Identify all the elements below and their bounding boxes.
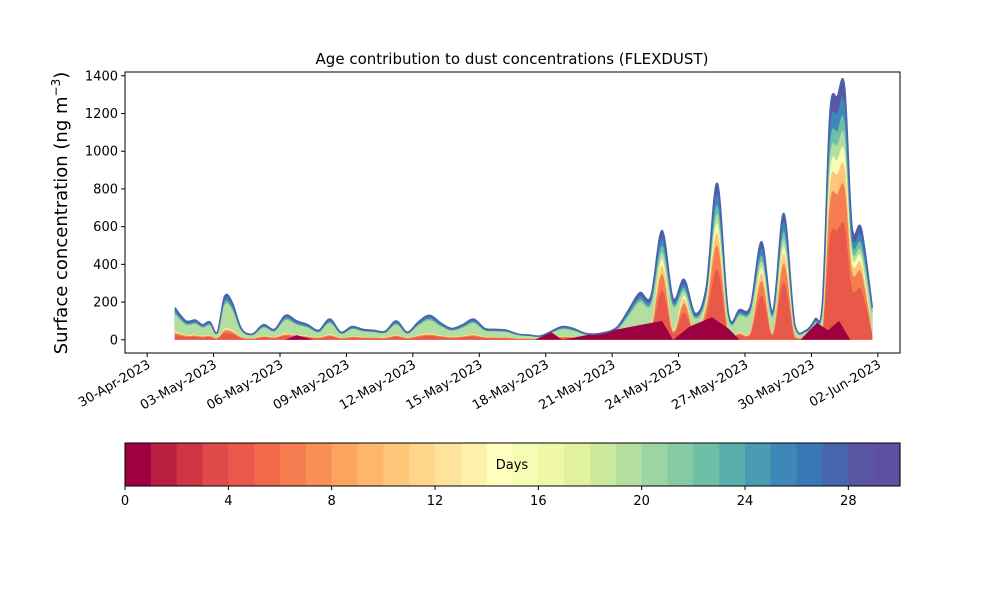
- colorbar-segment: [796, 443, 824, 486]
- colorbar-tick-label: 4: [224, 494, 232, 509]
- colorbar-segment: [150, 443, 178, 486]
- y-tick-label: 200: [93, 296, 118, 311]
- colorbar-label: Days: [496, 458, 529, 473]
- colorbar-tick-label: 0: [121, 494, 129, 509]
- colorbar-tick-label: 20: [633, 494, 650, 509]
- y-axis: 0 200 400 600 800 1000 1200 1400: [85, 69, 125, 348]
- colorbar-segment: [770, 443, 798, 486]
- colorbar-segment: [564, 443, 591, 486]
- total-series-line: [174, 77, 874, 337]
- colorbar-tick-label: 12: [427, 494, 444, 509]
- y-axis-label-text: Surface concentration (ng m: [51, 96, 72, 354]
- colorbar-segment: [176, 443, 204, 486]
- colorbar-segment: [331, 443, 359, 486]
- colorbar-segment: [435, 443, 462, 486]
- colorbar-tick-label: 8: [328, 494, 336, 509]
- colorbar-segment: [822, 443, 849, 486]
- colorbar-tick-label: 24: [737, 494, 754, 509]
- colorbar-tick-label: 28: [840, 494, 857, 509]
- colorbar-segment: [409, 443, 436, 486]
- plot-frame: [124, 71, 901, 354]
- colorbar-segment: [125, 443, 152, 486]
- x-tick-label: 02-Jun-2023: [807, 357, 884, 410]
- plot-area: [174, 77, 874, 340]
- colorbar-segment: [228, 443, 255, 486]
- colorbar-segment: [667, 443, 694, 486]
- colorbar-segment: [641, 443, 669, 486]
- y-tick-label: 800: [93, 182, 118, 197]
- colorbar-segment: [693, 443, 720, 486]
- colorbar-segment: [590, 443, 617, 486]
- y-tick-label: 600: [93, 220, 118, 235]
- colorbar-segment: [383, 443, 410, 486]
- colorbar-segment: [874, 443, 901, 486]
- y-axis-label-exponent: −3: [49, 79, 63, 97]
- age-band-area: [174, 183, 873, 340]
- colorbar-segment: [615, 443, 643, 486]
- y-tick-label: 1200: [85, 107, 118, 122]
- colorbar-segment: [512, 443, 539, 486]
- colorbar: 0 4 8 12 16 20 24 28: [121, 442, 901, 509]
- y-tick-label: 1400: [85, 69, 118, 84]
- colorbar-tick-label: 16: [530, 494, 547, 509]
- colorbar-segment: [486, 443, 514, 486]
- colorbar-frame: [124, 442, 901, 487]
- colorbar-segment: [280, 443, 307, 486]
- y-tick-label: 0: [110, 333, 118, 348]
- y-tick-label: 400: [93, 258, 118, 273]
- y-axis-label: Surface concentration (ng m−3): [49, 72, 72, 355]
- colorbar-segment: [460, 443, 488, 486]
- x-axis: 30-Apr-202303-May-202306-May-202309-May-…: [76, 353, 884, 413]
- age-band-fresh: [285, 317, 867, 340]
- colorbar-segment: [305, 443, 333, 486]
- colorbar-segment: [745, 443, 772, 486]
- colorbar-segment: [357, 443, 384, 486]
- colorbar-segment: [719, 443, 746, 486]
- colorbar-segment: [202, 443, 229, 486]
- y-tick-label: 1000: [85, 145, 118, 160]
- chart-title: Age contribution to dust concentrations …: [316, 50, 709, 68]
- colorbar-segment: [254, 443, 281, 486]
- colorbar-segment: [848, 443, 875, 486]
- colorbar-segment: [538, 443, 565, 486]
- y-axis-label-close: ): [51, 72, 72, 79]
